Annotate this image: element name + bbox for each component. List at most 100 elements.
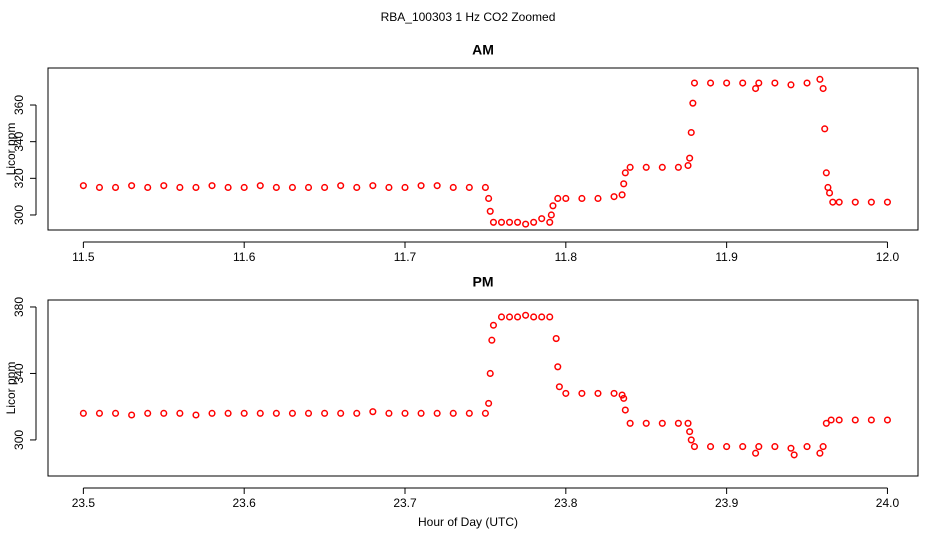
point (819, 443, 827, 451)
point (594, 194, 602, 203)
point (883, 416, 891, 424)
point (546, 313, 554, 321)
y-axis-label: Licor ppm (4, 123, 18, 176)
point (642, 163, 650, 171)
x-tick-label: 11.7 (394, 250, 417, 264)
x-tick-label: 24.0 (876, 496, 900, 510)
point (821, 125, 829, 133)
point (546, 218, 554, 226)
point (522, 311, 530, 319)
point (369, 182, 377, 190)
x-tick-label: 23.7 (393, 496, 417, 510)
point (485, 399, 493, 407)
point (690, 79, 699, 87)
point (481, 409, 489, 417)
point (489, 218, 498, 226)
point (826, 189, 834, 197)
point (707, 443, 715, 451)
point (626, 419, 634, 427)
point (433, 409, 441, 417)
point (79, 182, 87, 190)
point (433, 182, 441, 190)
y-axis-label: Licor ppm (4, 362, 18, 415)
x-tick-label: 11.8 (555, 250, 578, 264)
point (620, 180, 628, 188)
point (827, 416, 835, 424)
y-tick-label: 300 (12, 430, 26, 450)
y-tick-label: 300 (12, 205, 26, 225)
point (272, 183, 280, 192)
point (707, 79, 715, 87)
point (481, 183, 489, 192)
point (752, 84, 760, 93)
x-tick-label: 23.5 (72, 496, 96, 510)
point (288, 183, 296, 192)
point (867, 416, 875, 424)
panel-title: AM (472, 42, 494, 58)
point (620, 394, 628, 402)
point (835, 416, 843, 424)
point (687, 128, 695, 137)
point (385, 409, 393, 417)
point (658, 163, 666, 171)
x-tick-label: 11.9 (715, 250, 738, 264)
point (385, 183, 393, 192)
point (686, 428, 694, 436)
point (621, 169, 629, 177)
plot-frame (47, 67, 919, 231)
point (816, 75, 824, 83)
point (755, 79, 763, 87)
point (128, 182, 136, 190)
point (803, 443, 811, 451)
y-tick-label: 340 (12, 131, 26, 151)
point (497, 313, 506, 321)
point (610, 193, 618, 201)
point (790, 451, 798, 459)
point (723, 79, 731, 87)
point (803, 79, 811, 87)
point (465, 183, 473, 192)
point (79, 409, 87, 417)
point (128, 411, 136, 419)
point (816, 449, 824, 457)
point (514, 313, 522, 321)
point (851, 416, 859, 424)
point (684, 161, 692, 170)
point (240, 183, 248, 192)
point (321, 183, 329, 192)
point (144, 183, 152, 192)
point (787, 81, 795, 89)
point (176, 409, 184, 417)
point (771, 443, 779, 451)
point (851, 198, 859, 206)
point (353, 409, 361, 417)
point (111, 409, 120, 417)
point (684, 419, 692, 427)
point (522, 220, 530, 228)
point (538, 215, 546, 223)
x-tick-label: 23.6 (233, 496, 257, 510)
point (449, 409, 457, 417)
point (562, 389, 570, 397)
point (723, 443, 731, 451)
point (578, 389, 586, 397)
point (674, 163, 682, 171)
point (538, 313, 546, 321)
point (369, 408, 377, 416)
point (272, 409, 280, 417)
point (144, 409, 152, 417)
point (686, 154, 694, 162)
point (95, 183, 104, 192)
y-tick-label: 320 (12, 168, 26, 188)
point (530, 313, 538, 321)
point (485, 194, 493, 203)
point (240, 409, 248, 417)
panel-title: PM (473, 274, 494, 290)
point (835, 198, 843, 206)
point (304, 183, 313, 192)
point (488, 336, 496, 344)
point (819, 84, 827, 93)
point (610, 389, 618, 397)
point (401, 183, 409, 192)
